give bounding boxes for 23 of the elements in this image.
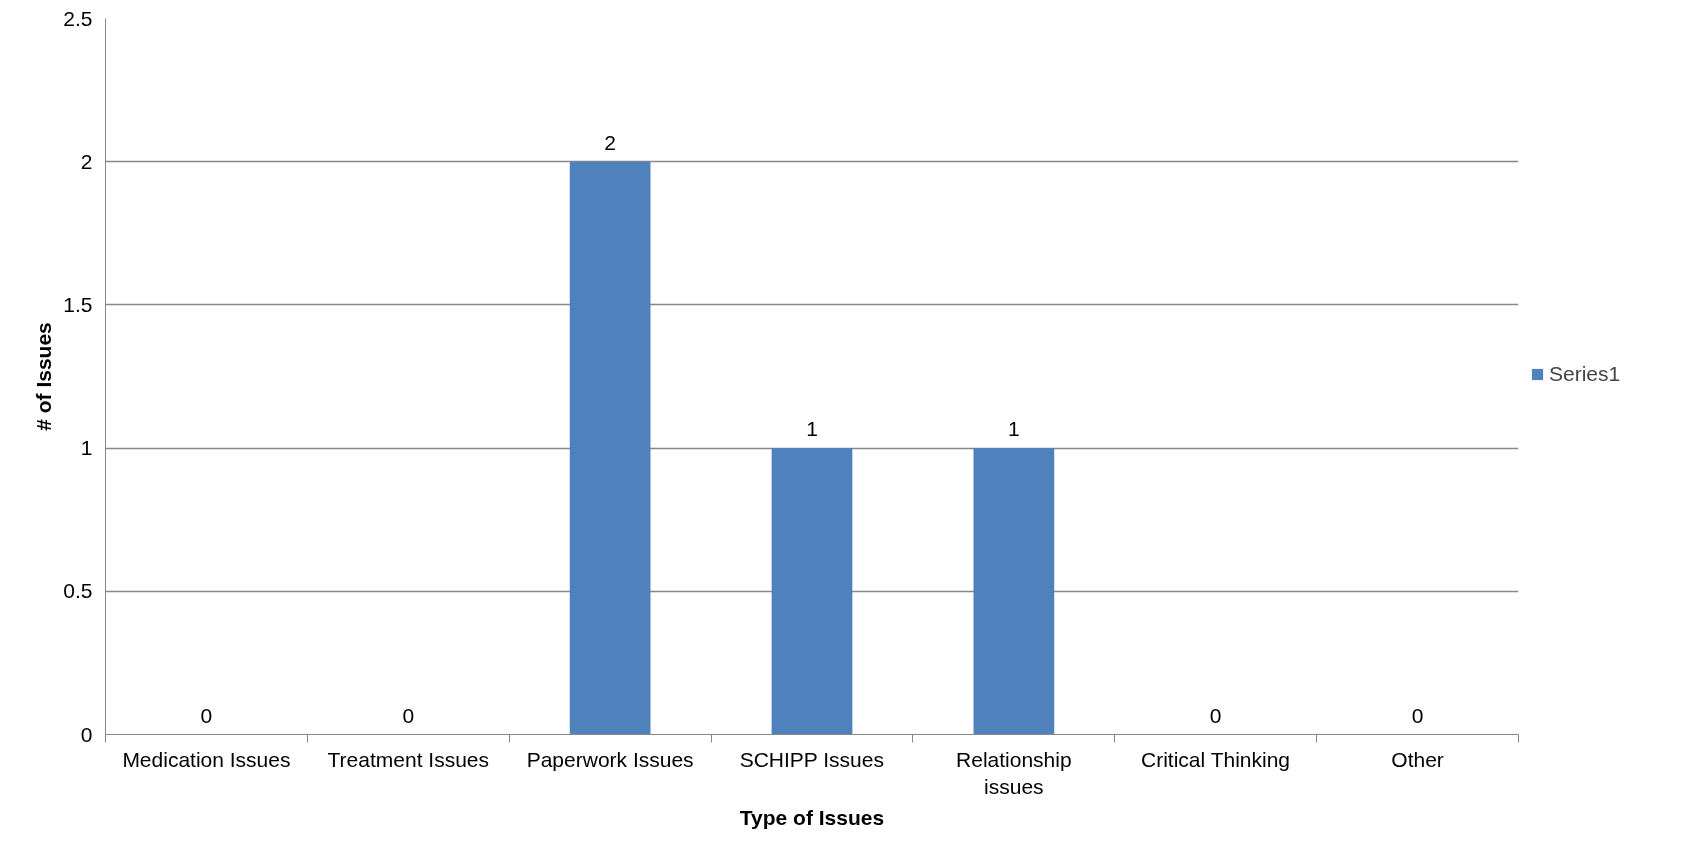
data-label: 0	[200, 703, 213, 727]
x-tick-label: SCHIPP Issues	[739, 747, 884, 771]
y-tick-label: 2.5	[63, 6, 93, 30]
y-tick-label: 2	[80, 149, 93, 173]
data-label: 0	[1411, 703, 1424, 727]
x-tick-label: Medication Issues	[122, 747, 291, 771]
y-tick-label: 1.5	[63, 292, 93, 316]
y-tick-label: 0	[80, 722, 93, 746]
y-axis-title: # of Issues	[32, 322, 56, 431]
x-tick-label: Other	[1391, 747, 1444, 771]
data-label: 2	[604, 130, 616, 154]
data-label: 0	[1209, 703, 1222, 727]
x-tick-label: Treatment Issues	[327, 747, 490, 771]
legend-label: Series1	[1549, 362, 1621, 386]
y-tick-label: 0.5	[63, 579, 93, 603]
y-tick-label: 1	[80, 436, 93, 460]
data-label: 0	[402, 703, 415, 727]
data-label: 1	[1008, 417, 1020, 441]
data-label: 1	[806, 417, 818, 441]
x-tick-label: Relationship issues	[956, 747, 1072, 799]
x-axis-title: Type of Issues	[739, 806, 885, 830]
x-tick-label: Critical Thinking	[1141, 747, 1291, 771]
x-tick-label: Paperwork Issues	[526, 747, 694, 771]
